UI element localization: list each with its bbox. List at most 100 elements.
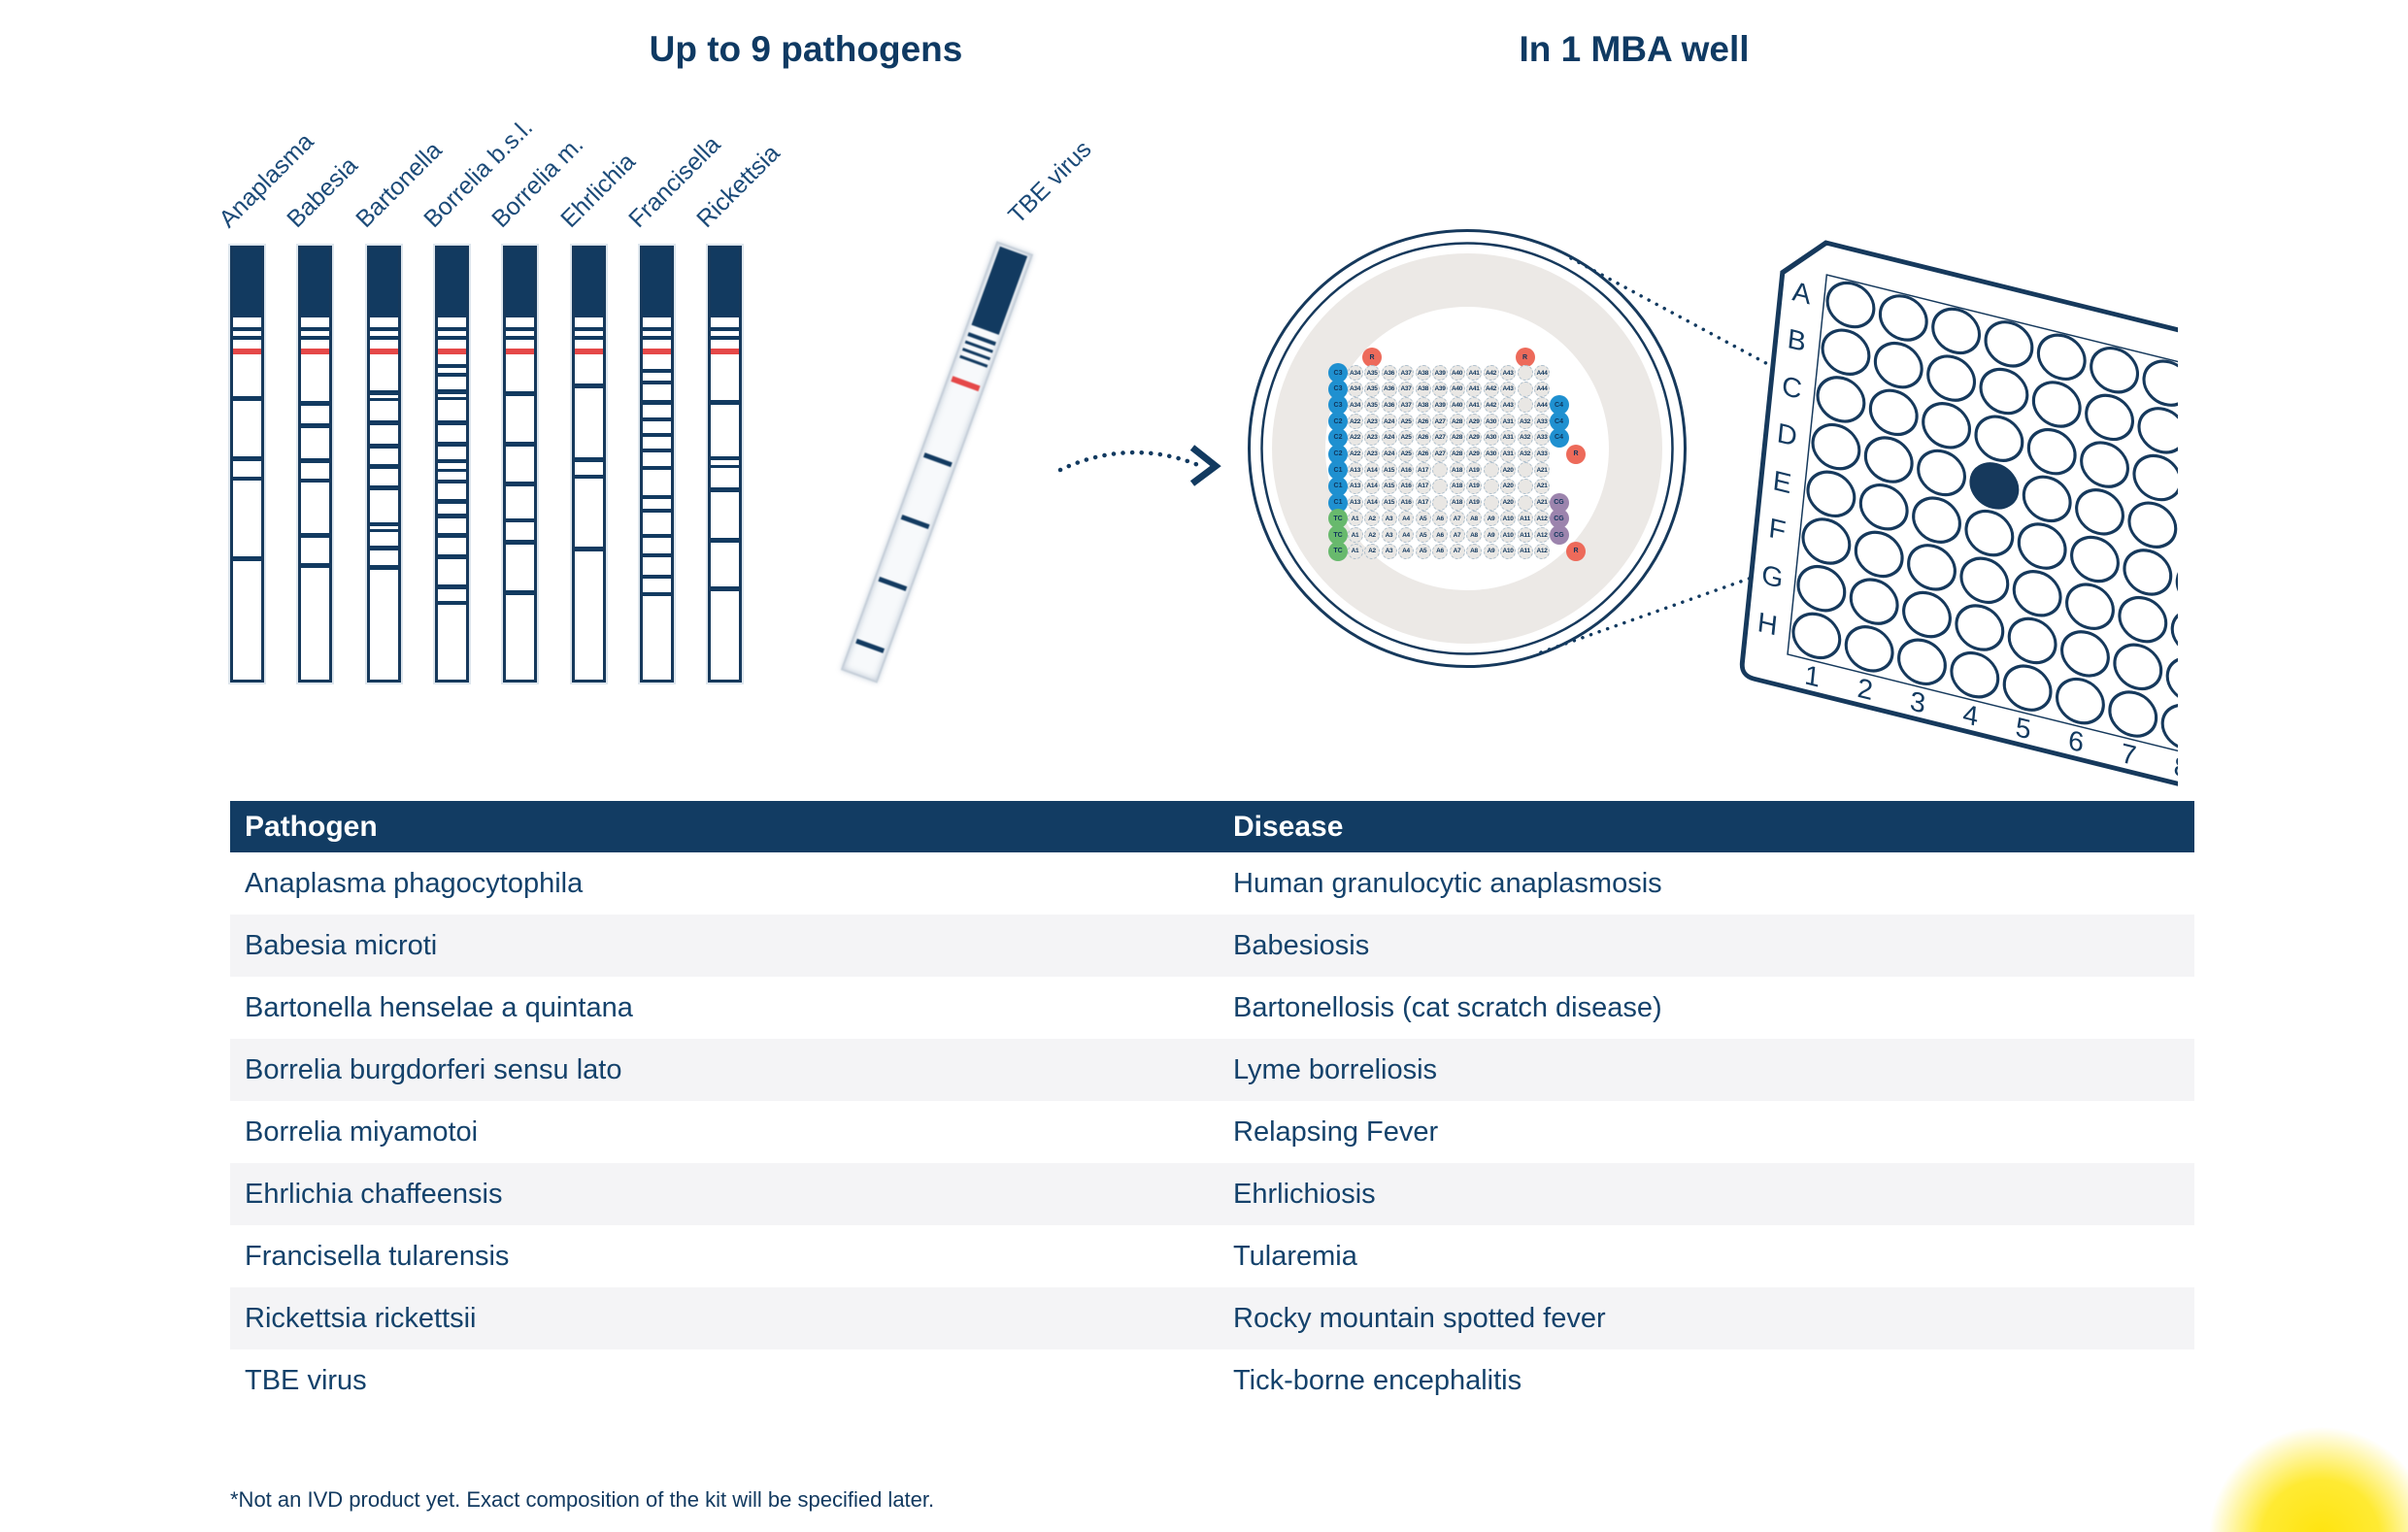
navy-band <box>574 383 603 388</box>
spot-label: A15 <box>1383 466 1395 474</box>
antigen-spot: A26 <box>1415 429 1431 446</box>
plate-well <box>2160 703 2178 751</box>
navy-band <box>437 480 466 483</box>
navy-band <box>574 327 603 331</box>
control-spot: C2 <box>1328 427 1348 448</box>
navy-band <box>711 336 740 340</box>
navy-band <box>369 420 398 425</box>
plate-well <box>2319 740 2369 793</box>
spot-label: A39 <box>1434 401 1446 409</box>
control-spot: R <box>1566 444 1586 464</box>
antigen-spot: A40 <box>1449 381 1465 397</box>
plate-well <box>2243 430 2293 483</box>
control-spot: C2 <box>1328 412 1348 432</box>
antigen-spot: A8 <box>1466 527 1482 543</box>
antigen-spot: A5 <box>1415 543 1431 559</box>
antigen-spot: A14 <box>1364 494 1380 511</box>
red-band <box>437 349 466 354</box>
navy-band <box>642 433 671 437</box>
left-section-title: Up to 9 pathogens <box>649 29 963 69</box>
navy-band <box>506 482 535 486</box>
spot-label: A18 <box>1451 499 1463 507</box>
disease-cell: Relapsing Fever <box>1233 1116 1439 1148</box>
spot-label: A25 <box>1400 450 1412 457</box>
antigen-spot: A19 <box>1466 478 1482 494</box>
navy-band <box>437 336 466 340</box>
antigen-spot: A23 <box>1364 429 1380 446</box>
antigen-spot: A31 <box>1500 446 1516 462</box>
disease-cell: Rocky mountain spotted fever <box>1233 1302 1606 1334</box>
plate-well <box>2170 609 2178 656</box>
spot-label: A24 <box>1383 417 1395 425</box>
spot-label: A16 <box>1400 483 1412 490</box>
plate-well <box>2353 409 2403 462</box>
navy-band <box>642 495 671 499</box>
antigen-spot: A7 <box>1449 527 1465 543</box>
plate-well <box>1878 294 1928 342</box>
antigen-spot: A10 <box>1500 527 1516 543</box>
antigen-spot: A37 <box>1398 397 1414 414</box>
strip-cap <box>506 249 535 317</box>
antigen-spot: A1 <box>1347 511 1363 527</box>
antigen-spot: A17 <box>1415 494 1431 511</box>
plate-well <box>2194 369 2245 422</box>
spot-label: A25 <box>1400 417 1412 425</box>
navy-band <box>369 390 398 395</box>
antigen-spot: A13 <box>1347 494 1363 511</box>
plate-well <box>2070 535 2120 583</box>
antigen-spot: A24 <box>1381 446 1397 462</box>
antigen-spot: A11 <box>1517 527 1533 543</box>
spot-label: A9 <box>1487 515 1495 522</box>
spot-label: C1 <box>1333 499 1343 507</box>
navy-band <box>574 475 603 479</box>
navy-band <box>301 336 330 340</box>
spot-label: A3 <box>1385 531 1393 539</box>
antigen-spot: A36 <box>1381 381 1397 397</box>
antigen-spot: A38 <box>1415 381 1431 397</box>
plate-well <box>2090 347 2140 394</box>
antigen-spot: A3 <box>1381 543 1397 559</box>
disease-cell: Human granulocytic anaplasmosis <box>1233 867 1662 899</box>
spot-label: A1 <box>1351 531 1359 539</box>
navy-band <box>437 327 466 331</box>
navy-band <box>301 401 330 406</box>
spot-label: A17 <box>1417 499 1429 507</box>
antigen-spot: A2 <box>1364 511 1380 527</box>
control-spot: C3 <box>1328 363 1348 383</box>
spot-label: A41 <box>1468 369 1480 377</box>
navy-band <box>574 336 603 340</box>
empty-spot <box>1517 462 1533 479</box>
navy-band <box>642 509 671 513</box>
spot-label: A16 <box>1400 466 1412 474</box>
spot-label: A38 <box>1417 385 1429 393</box>
antigen-spot: A15 <box>1381 462 1397 479</box>
spot-label: A1 <box>1351 548 1359 555</box>
navy-band <box>437 420 466 425</box>
navy-band <box>369 546 398 550</box>
spot-label: CG <box>1554 531 1564 539</box>
control-spot: TC <box>1328 525 1348 545</box>
antigen-spot: A28 <box>1449 446 1465 462</box>
empty-spot <box>1517 478 1533 494</box>
plate-row-label: D <box>1776 417 1799 452</box>
navy-band <box>437 533 466 538</box>
red-band <box>951 376 981 392</box>
navy-band <box>711 400 740 405</box>
spot-label: A19 <box>1468 483 1480 490</box>
red-band <box>506 349 535 354</box>
spot-label: A26 <box>1417 417 1429 425</box>
antigen-spot: A32 <box>1517 414 1533 430</box>
spot-label: C2 <box>1333 417 1343 425</box>
spot-label: A24 <box>1383 434 1395 442</box>
spot-label: A43 <box>1502 401 1514 409</box>
antigen-spot: A41 <box>1466 381 1482 397</box>
pathogen-cell: Francisella tularensis <box>245 1240 510 1272</box>
plate-col-label: 7 <box>2120 738 2138 772</box>
plate-well <box>2065 583 2115 630</box>
navy-band <box>437 601 466 605</box>
navy-band <box>301 479 330 483</box>
spot-label: A14 <box>1366 466 1378 474</box>
navy-band <box>437 364 466 368</box>
